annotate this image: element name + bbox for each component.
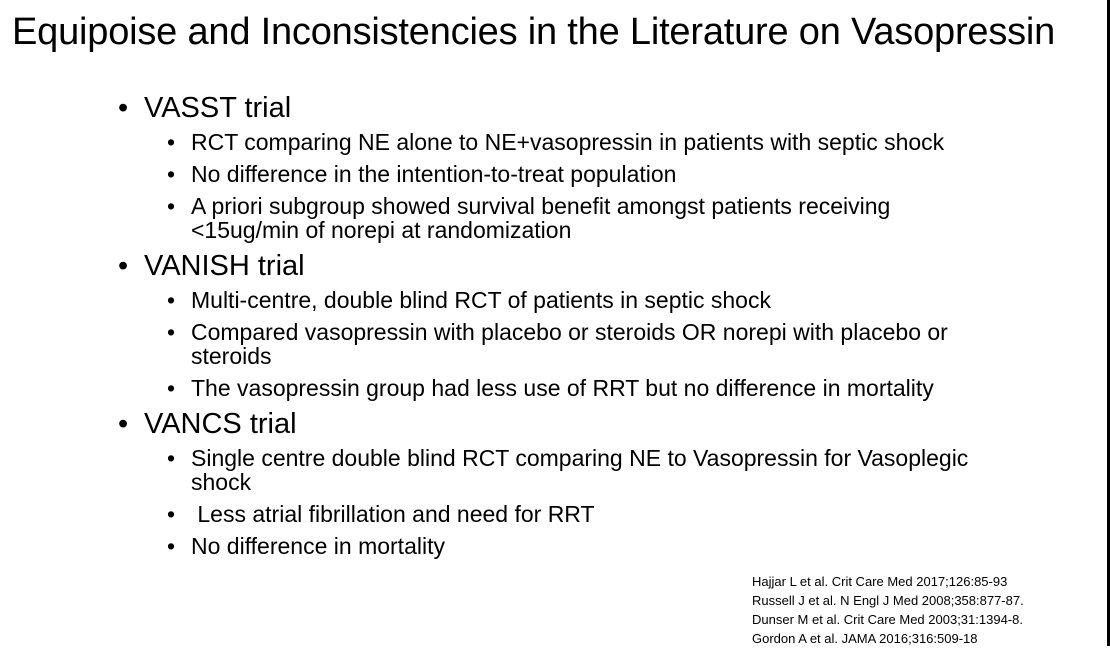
reference-item: Gordon A et al. JAMA 2016;316:509-18 xyxy=(752,631,978,646)
trial-point: Compared vasopressin with placebo or ste… xyxy=(118,320,998,368)
trial-point: A priori subgroup showed survival benefi… xyxy=(118,194,998,242)
references: Hajjar L et al. Crit Care Med 2017;126:8… xyxy=(752,572,1024,648)
trial-heading-vasst: VASST trial xyxy=(118,92,998,124)
trial-point: RCT comparing NE alone to NE+vasopressin… xyxy=(118,130,998,154)
trial-point: No difference in the intention-to-treat … xyxy=(118,162,998,186)
trial-heading-vancs: VANCS trial xyxy=(118,408,998,440)
bullet-list: VASST trial RCT comparing NE alone to NE… xyxy=(118,90,998,558)
trial-point: Single centre double blind RCT comparing… xyxy=(118,446,998,494)
trial-heading-vanish: VANISH trial xyxy=(118,250,998,282)
reference-item: Dunser M et al. Crit Care Med 2003;31:13… xyxy=(752,612,1023,627)
reference-item: Hajjar L et al. Crit Care Med 2017;126:8… xyxy=(752,574,1008,589)
trial-point: The vasopressin group had less use of RR… xyxy=(118,376,998,400)
trial-point: Multi-centre, double blind RCT of patien… xyxy=(118,288,998,312)
trial-point: No difference in mortality xyxy=(118,534,998,558)
reference-item: Russell J et al. N Engl J Med 2008;358:8… xyxy=(752,593,1024,608)
trial-point: Less atrial fibrillation and need for RR… xyxy=(118,502,998,526)
slide-right-border xyxy=(1107,0,1110,646)
slide-title: Equipoise and Inconsistencies in the Lit… xyxy=(12,11,1056,53)
